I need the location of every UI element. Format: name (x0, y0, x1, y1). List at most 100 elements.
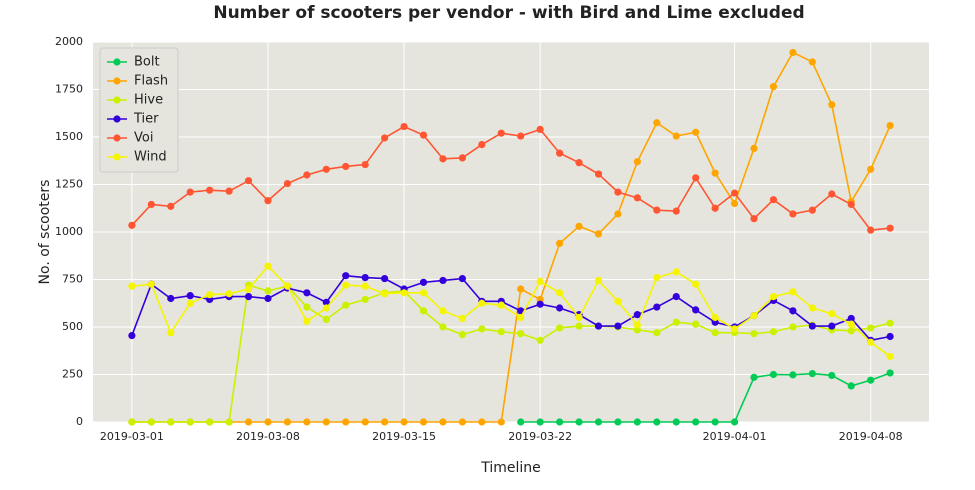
y-tick-label: 500 (62, 320, 83, 333)
data-point (556, 304, 564, 312)
data-point (303, 317, 311, 325)
legend-marker (113, 58, 121, 66)
y-tick-label: 1250 (55, 178, 83, 191)
data-point (828, 101, 836, 109)
data-point (322, 418, 330, 426)
data-point (342, 162, 350, 171)
data-point (536, 125, 544, 133)
data-point (244, 293, 253, 301)
data-point (828, 371, 836, 380)
data-point (167, 329, 175, 337)
data-point (517, 418, 525, 426)
legend-marker (113, 134, 121, 142)
data-point (517, 330, 525, 338)
data-point (847, 314, 855, 323)
data-point (556, 149, 564, 157)
data-point (886, 352, 894, 361)
data-point (594, 230, 603, 238)
data-point (322, 304, 330, 312)
data-point (653, 329, 661, 337)
legend-label: Hive (134, 93, 163, 108)
data-point (556, 289, 564, 297)
data-point (303, 418, 311, 426)
data-point (672, 418, 680, 426)
data-point (730, 199, 739, 208)
data-point (167, 202, 175, 210)
data-point (633, 158, 641, 166)
data-point (828, 322, 836, 330)
legend-marker (113, 77, 121, 85)
data-point (711, 313, 719, 322)
data-point (633, 194, 641, 202)
data-point (867, 324, 875, 332)
data-point (672, 268, 680, 276)
data-point (614, 210, 622, 218)
data-point (478, 141, 486, 149)
data-point (672, 293, 680, 301)
data-point (867, 376, 875, 384)
data-point (419, 278, 428, 286)
data-point (730, 418, 739, 426)
data-point (653, 119, 661, 127)
y-tick-label: 1500 (55, 130, 83, 143)
data-point (789, 323, 797, 331)
data-point (439, 418, 447, 426)
data-point (633, 418, 641, 426)
data-point (536, 277, 544, 285)
data-point (283, 179, 292, 188)
data-point (711, 329, 719, 337)
legend-marker (113, 96, 121, 104)
legend-label: Wind (134, 150, 167, 165)
x-tick-label: 2019-04-01 (703, 430, 767, 443)
data-point (886, 319, 894, 327)
data-point (478, 299, 486, 307)
data-point (458, 154, 466, 162)
data-point (264, 197, 272, 205)
data-point (497, 328, 505, 336)
data-point (556, 418, 564, 426)
data-point (867, 226, 875, 234)
data-point (808, 369, 816, 378)
data-point (381, 290, 389, 298)
data-point (361, 160, 369, 169)
data-point (303, 289, 311, 297)
data-point (206, 186, 214, 194)
data-point (536, 418, 544, 426)
data-point (886, 332, 894, 341)
data-point (186, 418, 194, 426)
data-point (128, 221, 136, 229)
data-point (789, 288, 797, 296)
data-point (517, 313, 525, 322)
data-point (400, 289, 408, 297)
data-point (206, 291, 214, 299)
data-point (614, 418, 622, 426)
data-point (264, 287, 272, 295)
data-point (672, 318, 680, 326)
data-point (653, 303, 661, 311)
data-point (769, 370, 778, 379)
data-point (342, 418, 350, 426)
data-point (867, 338, 875, 346)
data-point (886, 369, 894, 377)
data-point (594, 276, 603, 285)
data-point (167, 418, 175, 426)
data-point (458, 314, 466, 323)
data-point (750, 215, 758, 223)
data-point (730, 325, 739, 333)
series-line (131, 125, 891, 231)
data-point (400, 418, 408, 426)
data-point (672, 207, 680, 215)
data-point (128, 331, 136, 340)
data-point (828, 190, 836, 198)
data-point (244, 177, 253, 185)
y-tick-label: 2000 (55, 35, 83, 48)
data-point (342, 281, 350, 289)
data-point (381, 418, 389, 426)
data-point (439, 276, 447, 285)
data-point (692, 306, 700, 314)
data-point (342, 272, 350, 280)
x-tick-label: 2019-03-08 (236, 430, 300, 443)
data-point (556, 239, 564, 247)
data-point (186, 292, 194, 300)
data-point (575, 159, 583, 167)
